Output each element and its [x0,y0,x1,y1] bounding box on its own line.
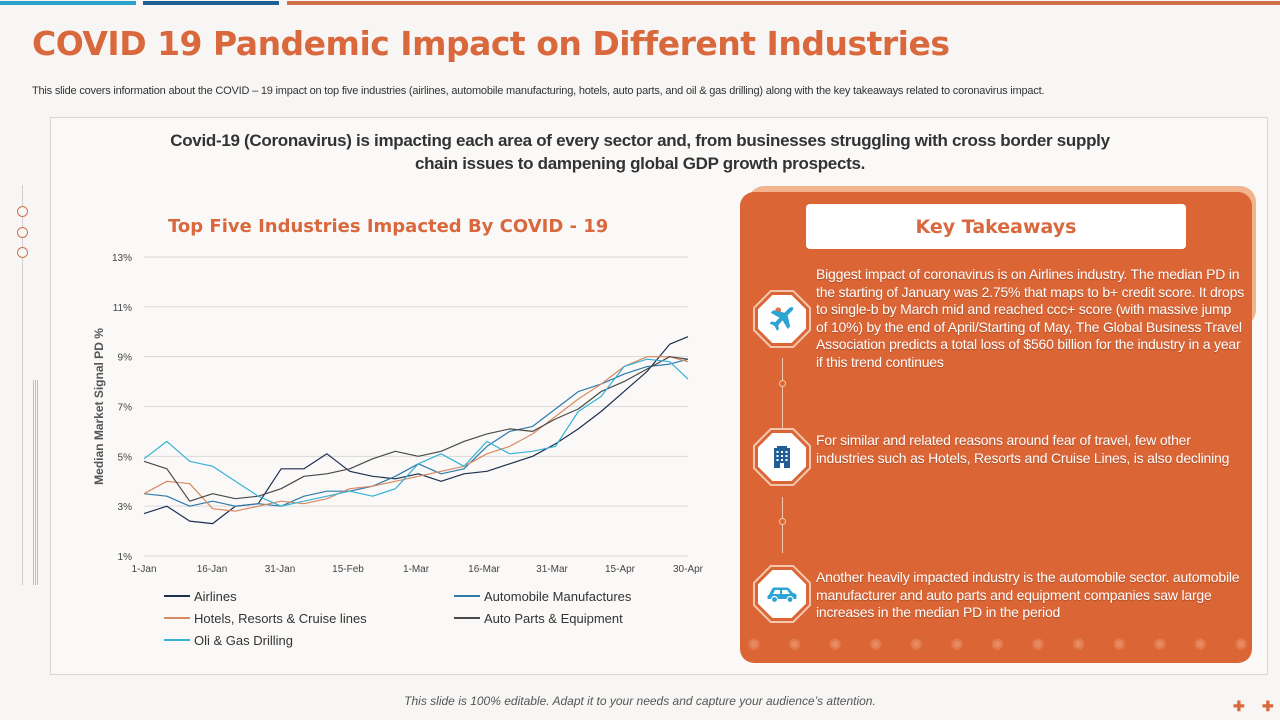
y-tick-label: 11% [113,303,132,314]
timeline-dot [779,518,786,525]
chart-title: Top Five Industries Impacted By COVID - … [168,216,609,237]
y-tick-label: 9% [118,353,133,364]
virus-icon: ✺ [1153,637,1167,654]
legend-swatch [454,617,480,619]
virus-icon: ✺ [1234,637,1248,654]
virus-icon: ✺ [1031,637,1045,654]
slide-subtitle: This slide covers information about the … [32,85,1045,97]
x-tick-label: 16-Mar [468,564,500,575]
virus-icon: ✺ [828,637,842,654]
series-line-oli-gas-drilling [143,358,689,507]
takeaway-icon-badge [753,290,811,348]
virus-icon: ✺ [990,637,1005,654]
virus-icon: ✺ [747,637,761,654]
x-tick-label: 15-Feb [332,564,364,575]
virus-icon: ✺ [1071,637,1086,654]
x-tick-label: 31-Mar [536,564,568,575]
chart-legend-left: Airlines Hotels, Resorts & Cruise lines … [164,585,367,651]
legend-item-oil-gas: Oli & Gas Drilling [164,629,367,651]
x-tick-label: 15-Apr [605,564,636,575]
footer-note: This slide is 100% editable. Adapt it to… [404,694,876,708]
takeaway-icon-badge [753,428,811,486]
virus-icon: ✺ [1112,637,1126,654]
line-chart: 1% 3% 5% 7% 9% 11% 13% 1-Jan 16-Jan 31-Jan 15-Feb 1… [92,253,704,575]
hotel-building-icon [774,446,790,468]
legend-swatch [454,595,480,597]
side-orange-line [37,380,38,585]
legend-label: Airlines [194,588,237,604]
side-decoration-line [22,185,23,585]
legend-label: Hotels, Resorts & Cruise lines [194,610,367,626]
side-orange-line [35,380,36,585]
timeline-dot [779,380,786,387]
slide-title: COVID 19 Pandemic Impact on Different In… [32,24,950,63]
legend-item-automobile: Automobile Manufactures [454,585,631,607]
x-tick-label: 1-Mar [403,564,430,575]
virus-icon: ✺ [1193,637,1208,654]
side-orange-line [33,380,34,585]
takeaway-icon-badge [753,565,811,623]
y-tick-label: 13% [112,253,132,264]
y-tick-label: 3% [118,502,133,513]
side-circle-icon [17,227,28,238]
y-axis-label: Median Market Signal PD % [92,328,106,485]
car-icon [767,587,797,604]
takeaway-text-airlines: Biggest impact of coronavirus is on Airl… [816,266,1244,370]
side-circle-icon [17,247,28,258]
puzzle-piece-icon[interactable]: ✚ [1262,698,1274,714]
airplane-icon [769,306,794,331]
timeline-connector [782,497,783,553]
legend-swatch [164,639,190,641]
top-accent-bar-light-blue [0,1,136,5]
legend-item-hotels: Hotels, Resorts & Cruise lines [164,607,367,629]
side-circle-icon [17,206,28,217]
legend-swatch [164,595,190,597]
virus-icon: ✺ [869,637,883,654]
y-tick-label: 1% [118,552,133,563]
virus-icon: ✺ [909,637,924,654]
timeline-connector [782,358,783,428]
y-tick-label: 5% [118,452,133,463]
x-tick-label: 30-Apr [673,564,704,575]
x-tick-label: 1-Jan [131,564,156,575]
key-takeaways-header: Key Takeaways [806,204,1186,249]
top-accent-bar-orange [287,1,1280,5]
y-tick-label: 7% [118,403,133,414]
puzzle-piece-icon[interactable]: ✚ [1233,698,1245,714]
x-tick-label: 16-Jan [197,564,228,575]
series-line-auto-parts-equipment [143,356,689,502]
legend-label: Auto Parts & Equipment [484,610,623,626]
virus-icon: ✺ [787,637,802,654]
series-line-hotels-resorts-cruise-lines [143,356,689,512]
legend-item-airlines: Airlines [164,585,367,607]
virus-icon: ✺ [950,637,964,654]
headline: Covid-19 (Coronavirus) is impacting each… [170,131,1110,173]
takeaway-text-automobile: Another heavily impacted industry is the… [816,569,1240,620]
legend-swatch [164,617,190,619]
virus-decoration-row: ✺ ✺ ✺ ✺ ✺ ✺ ✺ ✺ ✺ ✺ ✺ ✺ ✺ [745,637,1250,655]
series-line-automobile-manufactures [143,358,689,507]
legend-item-auto-parts: Auto Parts & Equipment [454,607,631,629]
x-tick-label: 31-Jan [265,564,296,575]
chart-legend-right: Automobile Manufactures Auto Parts & Equ… [454,585,631,629]
top-accent-bar-dark-blue [143,1,279,5]
series-line-airlines [143,336,689,525]
legend-label: Oli & Gas Drilling [194,632,293,648]
legend-label: Automobile Manufactures [484,588,632,604]
takeaway-text-hotels: For similar and related reasons around f… [816,432,1230,466]
key-takeaways-panel [740,192,1252,663]
